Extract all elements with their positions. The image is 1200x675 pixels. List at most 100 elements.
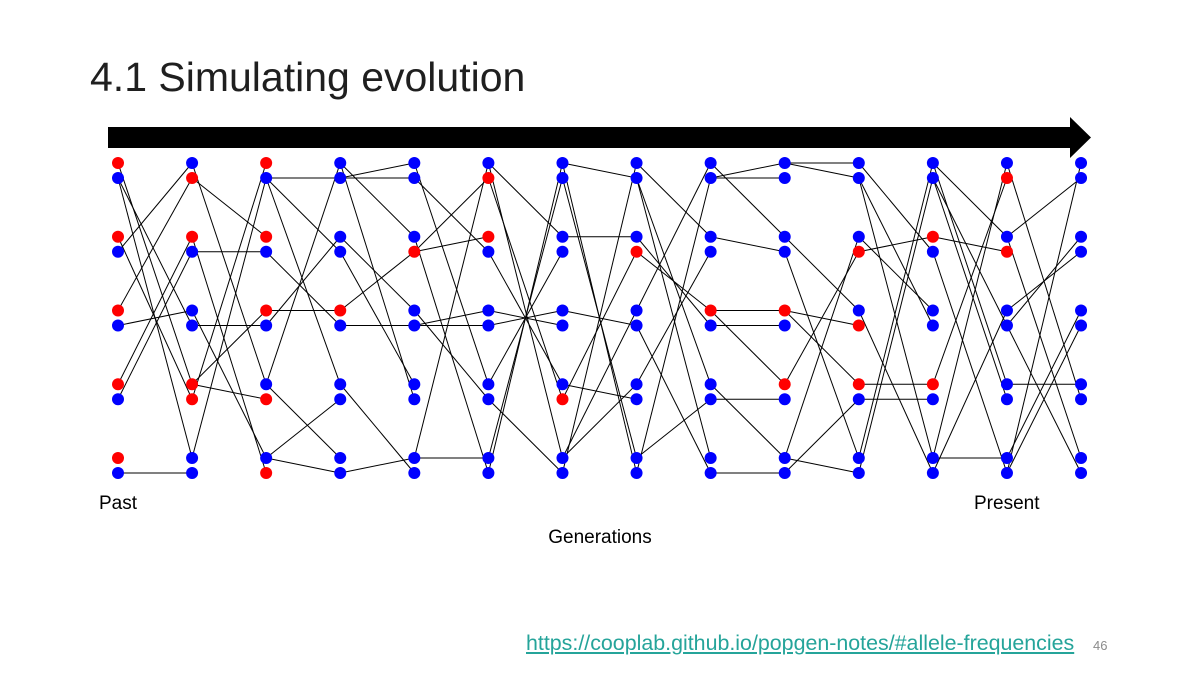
lineage-line	[117, 177, 193, 311]
lineage-line	[191, 310, 267, 385]
red-allele-dot	[926, 230, 939, 243]
lineage-line	[117, 236, 193, 385]
lineage-line	[636, 162, 712, 311]
lineage-line	[858, 177, 934, 326]
blue-allele-dot	[334, 230, 347, 243]
lineage-line	[339, 236, 415, 311]
blue-allele-dot	[1075, 378, 1088, 391]
lineage-line	[710, 236, 785, 253]
lineage-line	[858, 162, 934, 459]
lineage-line	[191, 310, 267, 459]
blue-allele-dot	[704, 157, 717, 169]
blue-allele-dot	[556, 157, 569, 169]
blue-allele-dot	[556, 452, 569, 464]
blue-allele-dot	[852, 230, 865, 243]
lineage-line	[932, 162, 1008, 459]
lineage-line	[1006, 177, 1082, 238]
lineage-line	[413, 162, 489, 459]
blue-allele-dot	[260, 172, 273, 184]
lineage-line	[413, 236, 489, 474]
blue-allele-dot	[630, 157, 643, 169]
blue-allele-dot	[260, 319, 273, 332]
lineage-line	[117, 251, 193, 400]
blue-allele-dot	[704, 393, 717, 406]
blue-allele-dot	[186, 245, 199, 258]
lineage-lines	[117, 162, 1082, 474]
lineage-line	[487, 162, 563, 459]
lineage-line	[858, 162, 934, 253]
blue-allele-dot	[186, 319, 199, 332]
red-allele-dot	[556, 393, 569, 406]
lineage-line	[932, 177, 1008, 400]
blue-allele-dot	[778, 393, 791, 406]
blue-allele-dot	[704, 452, 717, 464]
red-allele-dot	[186, 393, 199, 406]
blue-allele-dot	[852, 467, 865, 479]
red-allele-dot	[112, 452, 124, 464]
lineage-line	[710, 162, 786, 238]
blue-allele-dot	[630, 172, 643, 184]
lineage-line	[932, 310, 1008, 474]
lineage-line	[191, 162, 267, 385]
blue-allele-dot	[778, 245, 791, 258]
blue-allele-dot	[112, 393, 124, 406]
lineage-line	[339, 383, 415, 474]
lineage-line	[266, 457, 341, 474]
lineage-line	[562, 310, 638, 459]
lineage-line	[858, 177, 934, 474]
lineage-line	[339, 162, 415, 400]
red-allele-dot	[852, 319, 865, 332]
red-allele-dot	[778, 304, 791, 317]
lineage-line	[488, 398, 563, 474]
blue-allele-dot	[1075, 467, 1088, 479]
blue-allele-dot	[852, 172, 865, 184]
lineage-line	[784, 310, 859, 326]
blue-allele-dot	[630, 304, 643, 317]
red-allele-dot	[482, 230, 495, 243]
lineage-line	[117, 177, 193, 326]
lineage-line	[636, 325, 712, 474]
blue-allele-dot	[186, 304, 199, 317]
red-allele-dot	[630, 245, 643, 258]
lineage-line	[191, 236, 267, 474]
lineage-line	[636, 177, 712, 459]
lineage-line	[561, 162, 638, 474]
blue-allele-dot	[926, 467, 939, 479]
blue-allele-dot	[334, 319, 347, 332]
red-allele-dot	[704, 304, 717, 317]
lineage-line	[858, 177, 934, 459]
blue-allele-dot	[630, 378, 643, 391]
lineage-line	[117, 177, 193, 459]
blue-allele-dot	[334, 467, 347, 479]
lineage-line	[413, 162, 489, 385]
lineage-line	[636, 398, 711, 459]
blue-allele-dot	[704, 245, 717, 258]
blue-allele-dot	[334, 245, 347, 258]
red-allele-dot	[1000, 172, 1013, 184]
blue-allele-dot	[630, 467, 643, 479]
past-label: Past	[99, 493, 138, 514]
lineage-line	[858, 236, 934, 311]
lineage-line	[414, 310, 489, 326]
lineage-line	[710, 310, 786, 385]
lineage-line	[487, 177, 563, 400]
blue-allele-dot	[186, 452, 199, 464]
blue-allele-dot	[778, 172, 791, 184]
red-allele-dot	[260, 467, 273, 479]
source-link[interactable]: https://cooplab.github.io/popgen-notes/#…	[526, 631, 1075, 655]
red-allele-dot	[1000, 245, 1013, 258]
blue-allele-dot	[1000, 452, 1013, 464]
lineage-line	[117, 162, 193, 385]
blue-allele-dot	[112, 172, 124, 184]
present-label: Present	[974, 493, 1040, 514]
blue-allele-dot	[556, 378, 569, 391]
lineage-line	[488, 162, 563, 238]
lineage-line	[636, 177, 712, 474]
blue-allele-dot	[630, 319, 643, 332]
red-allele-dot	[260, 393, 273, 406]
blue-allele-dot	[704, 319, 717, 332]
lineage-line	[1006, 162, 1082, 474]
lineage-line	[265, 251, 341, 326]
red-allele-dot	[260, 157, 273, 169]
